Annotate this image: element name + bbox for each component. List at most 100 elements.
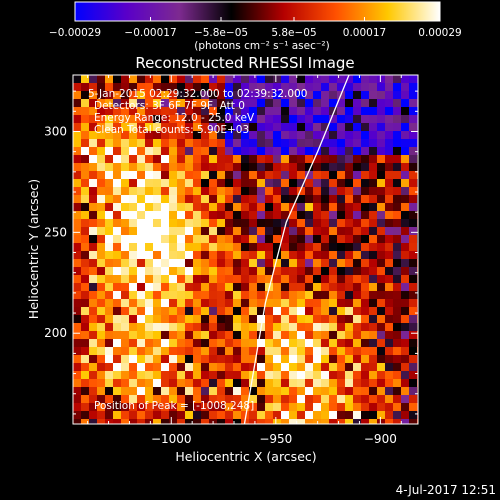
heatmap-cell: [289, 403, 297, 411]
heatmap-cell: [153, 347, 161, 355]
heatmap-cell: [369, 107, 377, 115]
heatmap-cell: [241, 99, 249, 107]
heatmap-cell: [105, 363, 113, 371]
heatmap-cell: [401, 387, 409, 395]
heatmap-cell: [105, 155, 113, 163]
heatmap-cell: [369, 91, 377, 99]
heatmap-cell: [249, 75, 257, 83]
heatmap-cell: [329, 291, 337, 299]
heatmap-cell: [385, 235, 393, 243]
heatmap-cell: [305, 123, 313, 131]
heatmap-cell: [273, 395, 281, 403]
heatmap-cell: [137, 291, 145, 299]
heatmap-cell: [257, 371, 265, 379]
heatmap-cell: [273, 171, 281, 179]
heatmap-cell: [353, 307, 361, 315]
heatmap-cell: [201, 331, 209, 339]
heatmap-cell: [273, 355, 281, 363]
heatmap-cell: [345, 283, 353, 291]
heatmap-cell: [89, 371, 97, 379]
heatmap-cell: [281, 259, 289, 267]
heatmap-cell: [193, 259, 201, 267]
heatmap-cell: [393, 203, 401, 211]
heatmap-cell: [409, 75, 417, 83]
heatmap-cell: [409, 235, 417, 243]
heatmap-cell: [161, 139, 169, 147]
heatmap-cell: [209, 131, 217, 139]
heatmap-cell: [241, 131, 249, 139]
heatmap-cell: [153, 203, 161, 211]
heatmap-cell: [233, 379, 241, 387]
heatmap-cell: [289, 131, 297, 139]
heatmap-cell: [385, 371, 393, 379]
heatmap-cell: [273, 331, 281, 339]
heatmap-cell: [73, 179, 81, 187]
heatmap-cell: [377, 411, 385, 419]
footer-timestamp: 4-Jul-2017 12:51: [396, 483, 496, 497]
heatmap-cell: [193, 147, 201, 155]
heatmap-cell: [201, 107, 209, 115]
heatmap-cell: [81, 91, 89, 99]
heatmap-cell: [321, 403, 329, 411]
heatmap-cell: [361, 275, 369, 283]
heatmap-cell: [73, 363, 81, 371]
heatmap-cell: [177, 371, 185, 379]
heatmap-cell: [161, 155, 169, 163]
heatmap-cell: [129, 251, 137, 259]
heatmap-cell: [113, 227, 121, 235]
heatmap-cell: [201, 139, 209, 147]
heatmap-cell: [249, 363, 257, 371]
heatmap-cell: [273, 195, 281, 203]
heatmap-cell: [361, 115, 369, 123]
heatmap-cell: [161, 211, 169, 219]
heatmap-cell: [201, 147, 209, 155]
heatmap-cell: [233, 323, 241, 331]
heatmap-cell: [233, 75, 241, 83]
heatmap-cell: [313, 139, 321, 147]
heatmap-cell: [193, 419, 201, 424]
heatmap-cell: [377, 355, 385, 363]
heatmap-cell: [297, 283, 305, 291]
heatmap-cell: [241, 115, 249, 123]
heatmap-cell: [289, 291, 297, 299]
heatmap-cell: [89, 291, 97, 299]
heatmap-cell: [89, 203, 97, 211]
heatmap-cell: [169, 139, 177, 147]
heatmap-cell: [249, 419, 257, 424]
heatmap-cell: [185, 315, 193, 323]
heatmap-cell: [169, 347, 177, 355]
heatmap-cell: [273, 307, 281, 315]
heatmap-cell: [345, 419, 353, 424]
heatmap-cell: [89, 219, 97, 227]
heatmap-cell: [265, 259, 273, 267]
heatmap-cell: [281, 323, 289, 331]
heatmap-cell: [289, 307, 297, 315]
heatmap-cell: [257, 275, 265, 283]
heatmap-cell: [409, 163, 417, 171]
heatmap-cell: [137, 243, 145, 251]
heatmap-cell: [129, 187, 137, 195]
heatmap-cell: [145, 131, 153, 139]
heatmap-cell: [97, 403, 105, 411]
heatmap-cell: [193, 107, 201, 115]
heatmap-cell: [97, 243, 105, 251]
heatmap-cell: [377, 147, 385, 155]
heatmap-cell: [265, 395, 273, 403]
heatmap-cell: [305, 299, 313, 307]
heatmap-cell: [297, 107, 305, 115]
heatmap-cell: [345, 163, 353, 171]
heatmap-cell: [97, 299, 105, 307]
heatmap-cell: [233, 171, 241, 179]
heatmap-cell: [185, 227, 193, 235]
heatmap-cell: [353, 363, 361, 371]
heatmap-cell: [161, 323, 169, 331]
heatmap-cell: [241, 147, 249, 155]
heatmap-cell: [145, 195, 153, 203]
heatmap-cell: [393, 115, 401, 123]
heatmap-cell: [401, 371, 409, 379]
heatmap-cell: [137, 371, 145, 379]
heatmap-cell: [249, 395, 257, 403]
heatmap-cell: [81, 355, 89, 363]
heatmap-cell: [105, 323, 113, 331]
heatmap-cell: [121, 195, 129, 203]
